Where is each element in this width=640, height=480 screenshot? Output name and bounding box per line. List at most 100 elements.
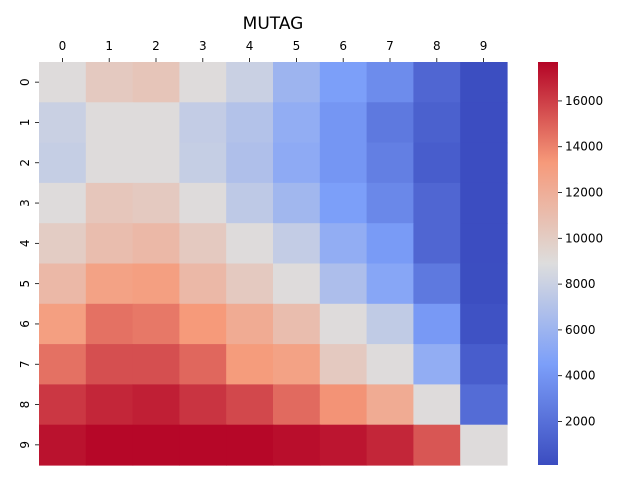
heatmap-cell [132,223,180,265]
heatmap-cell [226,62,274,103]
heatmap-cell [366,263,414,305]
x-tick-label: 7 [386,39,394,53]
colorbar-tick-label: 2000 [565,414,596,428]
chart-title: MUTAG [243,14,304,34]
heatmap-cell [226,182,274,224]
heatmap-cell [413,142,461,184]
heatmap-cell [273,142,321,184]
y-tick-label: 3 [18,199,32,207]
heatmap-cell [39,344,87,385]
heatmap-cell [413,102,461,144]
heatmap-cell [319,62,368,103]
heatmap-cell [273,424,321,466]
heatmap-cell [85,384,134,426]
heatmap-cell [132,102,180,144]
heatmap-cell [179,142,227,184]
heatmap-cell [85,62,134,103]
heatmap-cell [273,62,321,103]
heatmap-cell [319,182,368,224]
heatmap-cell [132,344,180,385]
heatmap-cell [413,182,461,224]
heatmap-cell [39,223,87,265]
heatmap-cell [319,344,368,385]
y-tick-label: 5 [18,280,32,288]
colorbar-tick-label: 8000 [565,277,596,291]
heatmap-cell [179,344,227,385]
heatmap-cell [39,424,87,466]
heatmap-cell [413,263,461,305]
y-tick-label: 7 [18,360,32,368]
heatmap-cell [366,344,414,385]
heatmap-cell [179,223,227,265]
heatmap-cell [85,263,134,305]
heatmap-cell [179,102,227,144]
heatmap-cell [85,344,134,385]
heatmap-cell [366,424,414,466]
heatmap-cell [319,384,368,426]
heatmap-cell [226,344,274,385]
heatmap-cell [366,102,414,144]
y-tick-label: 9 [18,441,32,449]
heatmap-cell [132,182,180,224]
heatmap-cell [460,182,508,224]
heatmap-cell [132,303,180,345]
y-tick-label: 6 [18,320,32,328]
heatmap-cell [179,62,227,103]
heatmap-cell [132,384,180,426]
heatmap-cell [460,384,508,426]
heatmap-cell [273,182,321,224]
heatmap-cell [413,223,461,265]
colorbar-tick-label: 16000 [565,94,603,108]
heatmap-cell [460,344,508,385]
colorbar-gradient [538,62,558,465]
heatmap-cell [319,263,368,305]
x-tick-label: 2 [152,39,160,53]
heatmap-cell [273,102,321,144]
heatmap-cell [226,263,274,305]
heatmap-cell [179,182,227,224]
x-tick-label: 6 [339,39,347,53]
heatmap-cell [39,384,87,426]
x-tick-label: 3 [199,39,207,53]
heatmap-cell [179,263,227,305]
heatmap-cell [179,303,227,345]
heatmap-cell [226,424,274,466]
heatmap-cell [85,142,134,184]
colorbar-tick-label: 10000 [565,231,603,245]
heatmap-cell [366,62,414,103]
y-tick-label: 8 [18,401,32,409]
heatmap-cell [413,62,461,103]
heatmap-cell [460,223,508,265]
heatmap-cell [132,142,180,184]
heatmap-cell [39,102,87,144]
heatmap-cell [39,263,87,305]
heatmap-cell [273,263,321,305]
x-axis-ticks: 0 1 2 3 4 5 6 7 8 9 [59,39,487,62]
heatmap-cell [132,424,180,466]
heatmap-cell [273,344,321,385]
colorbar-tick-label: 4000 [565,369,596,383]
heatmap-cell [179,424,227,466]
heatmap-cell [413,344,461,385]
heatmap-cell [460,424,508,466]
heatmap-cell [319,303,368,345]
heatmap-cell [226,102,274,144]
heatmap-cell [413,424,461,466]
heatmap-cell [413,303,461,345]
heatmap-cell [460,303,508,345]
heatmap-cell [273,223,321,265]
heatmap-cell [460,142,508,184]
heatmap-cell [460,263,508,305]
heatmap-cell [366,142,414,184]
heatmap-cell [366,384,414,426]
heatmap-cell [366,223,414,265]
x-tick-label: 4 [246,39,254,53]
colorbar: 2000 4000 6000 8000 10000 12000 14000 16000 [538,62,603,465]
heatmap-cell [39,142,87,184]
heatmap-cell [226,303,274,345]
heatmap-cell [39,62,87,103]
heatmap-cell [460,62,508,103]
colorbar-tick-label: 12000 [565,186,603,200]
y-tick-label: 2 [18,159,32,167]
